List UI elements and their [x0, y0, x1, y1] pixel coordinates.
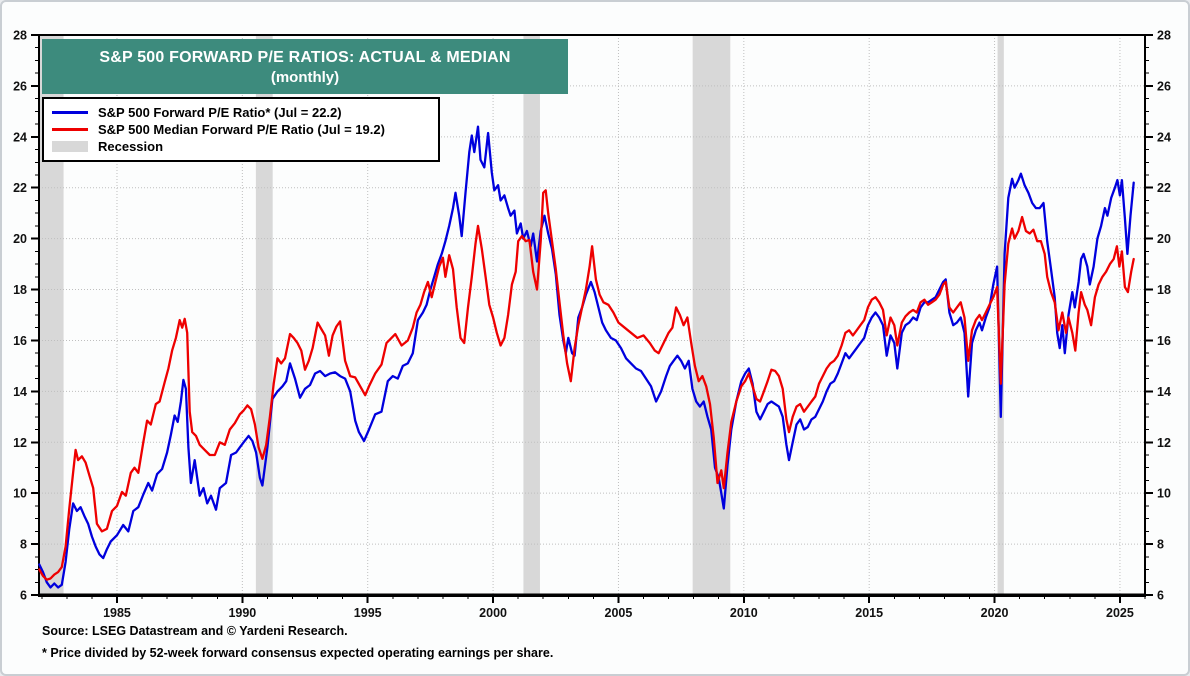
- svg-text:14: 14: [1157, 385, 1171, 399]
- svg-text:16: 16: [1157, 334, 1171, 348]
- svg-text:2010: 2010: [730, 606, 758, 620]
- svg-text:28: 28: [1157, 29, 1171, 43]
- svg-text:8: 8: [20, 538, 27, 552]
- svg-text:20: 20: [13, 232, 27, 246]
- svg-text:1985: 1985: [103, 606, 131, 620]
- svg-text:20: 20: [1157, 232, 1171, 246]
- chart-title-box: S&P 500 FORWARD P/E RATIOS: ACTUAL & MED…: [42, 39, 568, 94]
- svg-text:10: 10: [13, 487, 27, 501]
- svg-text:16: 16: [13, 334, 27, 348]
- svg-text:24: 24: [13, 130, 27, 144]
- svg-text:12: 12: [13, 436, 27, 450]
- svg-text:22: 22: [13, 181, 27, 195]
- legend-label: Recession: [98, 139, 164, 154]
- svg-text:8: 8: [1157, 538, 1164, 552]
- svg-text:14: 14: [13, 385, 27, 399]
- svg-text:6: 6: [20, 589, 27, 603]
- svg-text:18: 18: [1157, 283, 1171, 297]
- svg-text:22: 22: [1157, 181, 1171, 195]
- svg-text:1995: 1995: [354, 606, 382, 620]
- legend-label: S&P 500 Forward P/E Ratio* (Jul = 22.2): [98, 105, 342, 120]
- legend-item-recession: Recession: [52, 138, 430, 155]
- svg-text:10: 10: [1157, 487, 1171, 501]
- legend-label: S&P 500 Median Forward P/E Ratio (Jul = …: [98, 122, 385, 137]
- svg-text:28: 28: [13, 29, 27, 43]
- legend-item-median-forward-pe: S&P 500 Median Forward P/E Ratio (Jul = …: [52, 121, 430, 138]
- footnote-text: * Price divided by 52-week forward conse…: [42, 646, 554, 660]
- chart-subtitle: (monthly): [270, 69, 340, 87]
- svg-text:2020: 2020: [981, 606, 1009, 620]
- recession-band-swatch-icon: [52, 141, 88, 152]
- svg-text:24: 24: [1157, 130, 1171, 144]
- svg-text:26: 26: [13, 79, 27, 93]
- svg-text:12: 12: [1157, 436, 1171, 450]
- svg-text:6: 6: [1157, 589, 1164, 603]
- source-text: Source: LSEG Datastream and © Yardeni Re…: [42, 624, 348, 638]
- svg-text:18: 18: [13, 283, 27, 297]
- svg-text:2025: 2025: [1106, 606, 1134, 620]
- chart-title: S&P 500 FORWARD P/E RATIOS: ACTUAL & MED…: [99, 48, 511, 66]
- red-line-swatch-icon: [52, 128, 88, 131]
- svg-text:26: 26: [1157, 79, 1171, 93]
- blue-line-swatch-icon: [52, 111, 88, 114]
- svg-text:2000: 2000: [479, 606, 507, 620]
- svg-text:2015: 2015: [855, 606, 883, 620]
- legend-item-forward-pe: S&P 500 Forward P/E Ratio* (Jul = 22.2): [52, 104, 430, 121]
- chart-legend: S&P 500 Forward P/E Ratio* (Jul = 22.2) …: [42, 97, 440, 162]
- svg-text:2005: 2005: [605, 606, 633, 620]
- svg-text:1990: 1990: [228, 606, 256, 620]
